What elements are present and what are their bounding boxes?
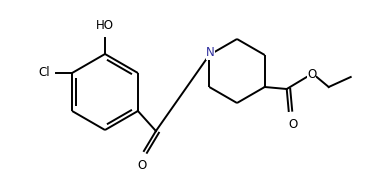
Text: O: O bbox=[307, 67, 316, 81]
Text: HO: HO bbox=[96, 19, 114, 32]
Text: N: N bbox=[206, 46, 215, 60]
Text: Cl: Cl bbox=[38, 67, 50, 80]
Text: O: O bbox=[288, 118, 297, 131]
Text: O: O bbox=[137, 159, 147, 172]
